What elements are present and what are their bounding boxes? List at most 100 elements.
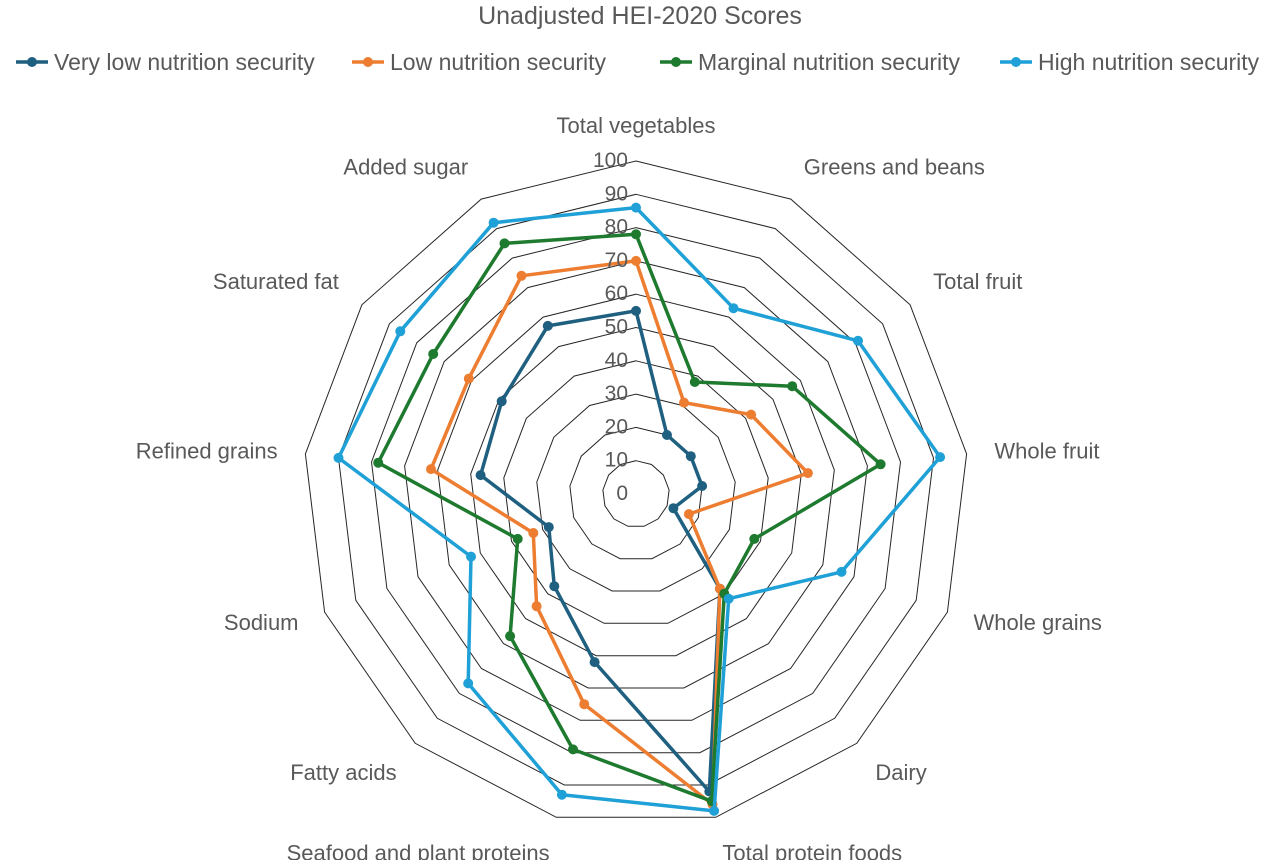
category-label-7: Seafood and plant proteins — [287, 841, 550, 860]
chart-title: Unadjusted HEI-2020 Scores — [478, 2, 802, 30]
series-1-point-4 — [683, 509, 694, 520]
legend-item-2: Marginal nutrition security — [660, 49, 961, 75]
tick-label-60: 60 — [605, 282, 628, 305]
tick-label-0: 0 — [616, 482, 628, 505]
category-label-4: Whole grains — [974, 610, 1102, 635]
grid-ring-100 — [304, 160, 968, 818]
series-0-point-0 — [631, 305, 641, 316]
tick-label-30: 30 — [605, 382, 628, 405]
series-0-point-8 — [549, 581, 560, 592]
series-1-point-2 — [746, 409, 757, 420]
legend: Very low nutrition security Low nutrition… — [16, 49, 1260, 75]
series-0-point-4 — [668, 503, 679, 514]
series-3-point-3 — [935, 452, 946, 463]
series-3-point-4 — [836, 566, 847, 577]
series-1-point-0 — [631, 255, 641, 266]
series-1 — [426, 255, 813, 810]
series-1-point-7 — [579, 699, 590, 710]
tick-label-40: 40 — [605, 349, 628, 372]
category-label-3: Whole fruit — [994, 439, 1099, 464]
series-3-point-8 — [463, 678, 474, 689]
legend-item-3: High nutrition security — [1000, 49, 1260, 75]
category-label-9: Sodium — [224, 610, 299, 635]
series-2-point-9 — [512, 533, 523, 544]
tick-label-100: 100 — [593, 149, 628, 172]
legend-label-2: Marginal nutrition security — [698, 49, 961, 75]
series-1-point-9 — [528, 528, 539, 538]
series-2 — [373, 229, 886, 807]
series-2-point-3 — [875, 459, 886, 470]
category-label-10: Refined grains — [136, 439, 278, 464]
legend-label-3: High nutrition security — [1038, 49, 1260, 75]
series-3-point-1 — [728, 303, 739, 314]
category-label-0: Total vegetables — [557, 113, 716, 138]
grid-ring-90 — [337, 193, 935, 786]
category-label-11: Saturated fat — [213, 269, 339, 294]
series-0-point-9 — [543, 522, 554, 533]
series-2-point-4 — [749, 533, 760, 544]
series-layer — [333, 202, 946, 816]
category-label-8: Fatty acids — [290, 760, 396, 785]
tick-label-50: 50 — [605, 316, 628, 339]
series-3-point-2 — [853, 335, 863, 346]
series-2-point-0 — [631, 229, 641, 240]
series-2-point-2 — [787, 381, 798, 392]
series-1-point-11 — [463, 373, 474, 384]
series-3-point-10 — [333, 452, 344, 463]
legend-marker-1 — [363, 57, 373, 67]
grid-ring-30 — [536, 393, 736, 592]
series-0-point-1 — [662, 430, 672, 440]
grid-ring-60 — [437, 293, 835, 689]
category-labels: Total vegetables Greens and beans Total fr… — [136, 113, 1102, 860]
tick-label-10: 10 — [605, 449, 628, 472]
series-3-point-12 — [488, 217, 499, 228]
series-line-2 — [376, 232, 883, 803]
legend-marker-2 — [671, 57, 681, 67]
series-0 — [475, 305, 725, 797]
series-line-0 — [478, 309, 722, 794]
category-label-1: Greens and beans — [804, 154, 985, 179]
grid-ring-40 — [503, 360, 769, 624]
series-1-point-10 — [426, 464, 436, 475]
tick-labels: 0 10 20 30 40 50 60 70 80 90 100 — [593, 149, 628, 505]
series-1-point-12 — [516, 270, 527, 281]
series-3-point-7 — [556, 789, 567, 800]
series-3 — [333, 202, 946, 816]
series-0-point-10 — [475, 470, 486, 481]
series-2-point-12 — [499, 238, 510, 249]
series-line-3 — [336, 205, 942, 813]
series-3-point-5 — [723, 593, 734, 604]
series-0-point-11 — [496, 396, 507, 407]
legend-marker-3 — [1011, 57, 1021, 67]
series-0-point-7 — [589, 657, 600, 668]
legend-marker-0 — [27, 57, 37, 67]
tick-label-70: 70 — [605, 249, 628, 272]
category-label-2: Total fruit — [933, 269, 1022, 294]
grid-ring-80 — [370, 227, 902, 754]
series-3-point-0 — [631, 202, 641, 213]
series-1-point-8 — [531, 601, 542, 612]
series-2-point-8 — [505, 631, 516, 642]
grid-ring-50 — [470, 326, 802, 657]
series-3-point-11 — [395, 326, 406, 337]
legend-label-1: Low nutrition security — [390, 49, 607, 75]
tick-label-80: 80 — [605, 216, 628, 239]
series-3-point-6 — [709, 805, 720, 816]
series-2-point-10 — [373, 457, 384, 468]
tick-label-90: 90 — [605, 182, 628, 205]
series-2-point-11 — [428, 349, 439, 359]
grid-ring-10 — [602, 460, 670, 527]
series-2-point-1 — [689, 377, 700, 387]
series-3-point-9 — [466, 551, 476, 562]
legend-label-0: Very low nutrition security — [54, 49, 315, 75]
series-0-point-3 — [697, 481, 708, 491]
series-1-point-3 — [802, 468, 813, 479]
series-0-point-2 — [685, 451, 696, 462]
legend-item-1: Low nutrition security — [352, 49, 607, 75]
category-label-12: Added sugar — [343, 154, 468, 179]
series-line-1 — [429, 259, 810, 807]
category-label-6: Total protein foods — [722, 841, 902, 860]
legend-item-0: Very low nutrition security — [16, 49, 315, 75]
series-2-point-7 — [568, 744, 578, 755]
